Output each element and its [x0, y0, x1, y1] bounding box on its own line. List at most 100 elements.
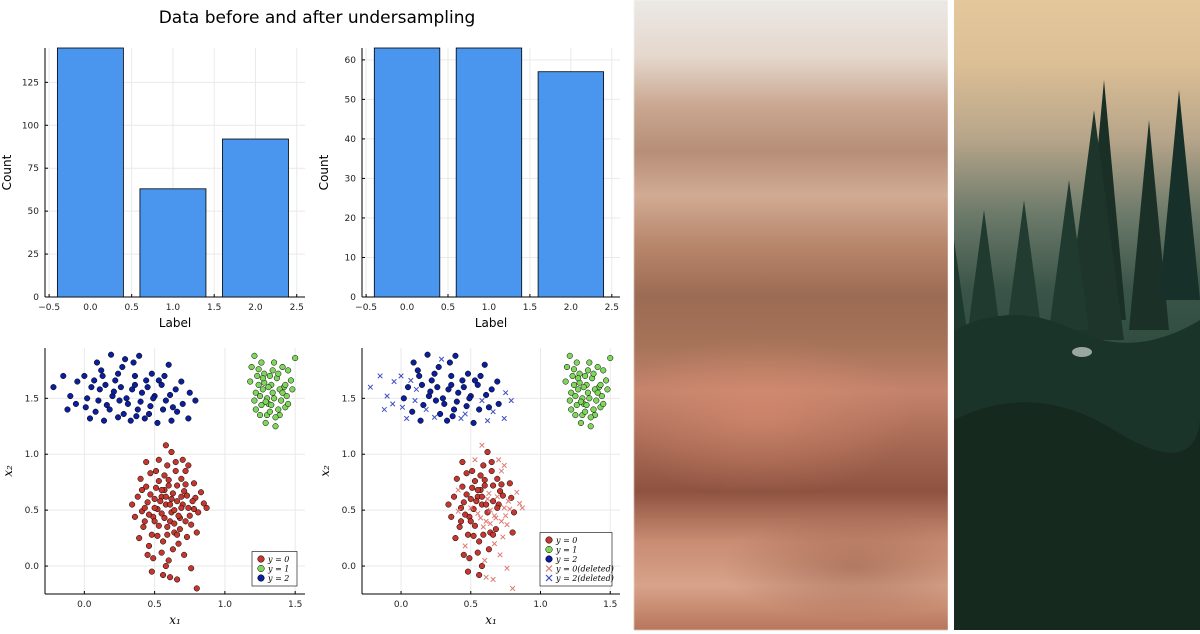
data-point — [252, 406, 259, 413]
data-point — [562, 378, 569, 385]
x-mark-stroke — [472, 457, 478, 463]
data-point — [485, 546, 492, 553]
y-tick-label: 40 — [345, 135, 357, 145]
x-mark-stroke — [381, 406, 387, 413]
data-point — [131, 372, 138, 380]
deleted-point — [508, 397, 514, 404]
data-point — [140, 523, 147, 530]
chart-panel-3: 0.0 0.5 1.0 1.5 0.0 0.5 1.0 1.5 x₁ x₂ y = 0y = 1y … — [1, 348, 305, 627]
data-point — [152, 484, 160, 491]
data-point — [152, 467, 160, 475]
x-tick-label: 1.5 — [207, 303, 221, 313]
x-mark-stroke — [398, 373, 404, 379]
deleted-point — [502, 513, 509, 519]
data-point — [130, 359, 137, 366]
data-point — [157, 498, 164, 505]
y-tick-label: 30 — [345, 174, 357, 184]
data-point — [120, 410, 127, 418]
data-point — [154, 419, 161, 426]
data-point — [160, 571, 167, 579]
data-point — [480, 462, 487, 469]
deleted-point — [486, 490, 492, 497]
data-point — [178, 493, 185, 500]
deleted-point — [507, 506, 513, 512]
data-point — [586, 359, 593, 366]
x-mark-stroke — [487, 507, 493, 513]
data-point — [582, 408, 589, 415]
data-point — [161, 472, 168, 479]
data-point — [477, 372, 484, 380]
data-point — [168, 448, 175, 456]
data-point — [448, 372, 455, 380]
data-point — [155, 522, 162, 529]
data-point — [594, 363, 601, 371]
data-point — [266, 408, 273, 415]
data-point — [258, 359, 265, 366]
data-point — [498, 481, 505, 488]
data-point — [122, 356, 129, 363]
data-point — [262, 419, 269, 426]
data-point — [174, 498, 181, 505]
data-point — [174, 576, 181, 583]
data-point — [129, 386, 136, 393]
data-point — [590, 406, 597, 413]
x-mark-stroke — [500, 534, 506, 540]
deleted-point — [399, 404, 406, 410]
data-point — [467, 518, 474, 525]
data-point — [100, 417, 108, 424]
data-point — [568, 389, 575, 396]
x-mark-stroke — [501, 415, 507, 422]
data-point — [145, 511, 153, 518]
data-point — [155, 377, 162, 384]
data-point — [182, 481, 189, 488]
series-y-2 — [50, 351, 199, 426]
data-point — [446, 359, 453, 366]
y-tick-label: 20 — [345, 214, 357, 224]
data-point — [494, 504, 501, 511]
data-point — [456, 523, 463, 530]
data-point — [259, 386, 266, 393]
data-point — [464, 370, 472, 377]
data-point — [256, 412, 264, 419]
deleted-point — [498, 518, 505, 524]
x-mark-stroke — [501, 462, 507, 469]
x-mark-stroke — [403, 415, 410, 422]
series-y-0 — [129, 442, 210, 592]
data-point — [148, 370, 155, 377]
data-point — [577, 419, 585, 426]
data-point — [483, 501, 490, 508]
data-point — [448, 513, 455, 520]
data-point — [272, 423, 279, 430]
deleted-point — [472, 457, 478, 463]
data-point — [466, 395, 473, 402]
y-tick-label: 1.5 — [25, 394, 39, 404]
x-mark-stroke — [491, 513, 498, 519]
x-tick-label: 0.0 — [400, 303, 415, 313]
data-point — [573, 359, 580, 366]
data-point — [463, 403, 470, 410]
data-point — [510, 509, 518, 516]
data-point — [441, 400, 448, 407]
data-point — [175, 540, 182, 547]
data-point — [174, 408, 181, 415]
data-point — [185, 504, 192, 511]
x-axis-label: Label — [475, 316, 507, 330]
x-mark-stroke — [455, 487, 461, 493]
data-point — [586, 395, 593, 402]
bar-label-1 — [139, 188, 207, 298]
data-point — [272, 414, 279, 421]
data-point — [88, 384, 95, 391]
data-point — [143, 483, 150, 490]
data-point — [404, 384, 412, 391]
deleted-point — [501, 415, 507, 422]
deleted-point — [496, 457, 502, 463]
x-tick-label: 1.0 — [218, 600, 233, 610]
y-tick-label: 10 — [345, 253, 357, 263]
data-point — [190, 505, 198, 513]
x-mark-stroke — [508, 397, 514, 404]
data-point — [255, 381, 262, 388]
data-point — [434, 384, 441, 391]
deleted-point — [431, 414, 438, 420]
data-point — [158, 549, 165, 556]
data-point — [99, 372, 106, 380]
